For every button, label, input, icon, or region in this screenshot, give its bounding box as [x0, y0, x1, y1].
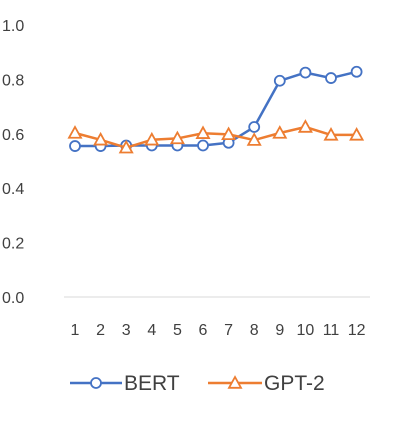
data-point [69, 140, 81, 152]
x-tick-label: 6 [199, 322, 208, 339]
y-tick-label: 0.0 [2, 290, 24, 307]
data-point [350, 65, 363, 78]
triangle-marker [323, 127, 339, 141]
data-point [144, 131, 160, 146]
triangle-marker [195, 125, 211, 139]
x-tick-label: 11 [323, 322, 340, 339]
triangle-marker [246, 132, 262, 146]
circle-marker [350, 65, 363, 78]
x-tick-label: 3 [122, 322, 131, 339]
legend-label: BERT [124, 372, 180, 395]
triangle-marker [169, 130, 185, 145]
triangle-marker [221, 126, 237, 141]
y-tick-label: 0.6 [2, 127, 24, 144]
data-point [299, 66, 312, 79]
triangle-marker [227, 375, 243, 389]
triangle-marker [118, 139, 134, 154]
triangle-marker [67, 125, 83, 139]
series-gpt-2 [67, 119, 365, 154]
x-tick-label: 7 [224, 322, 233, 339]
data-point [195, 125, 211, 139]
x-tick-label: 1 [71, 322, 80, 339]
legend-item-gpt-2: GPT-2 [208, 372, 325, 395]
triangle-marker [349, 127, 365, 141]
data-point [325, 72, 337, 84]
data-point [273, 74, 286, 87]
circle-marker [273, 74, 286, 87]
circle-marker [90, 377, 102, 389]
x-tick-label: 5 [173, 322, 182, 339]
circle-marker [325, 72, 337, 84]
data-point [272, 125, 288, 139]
triangle-marker [144, 131, 160, 146]
x-tick-label: 2 [96, 322, 105, 339]
series-bert [69, 65, 363, 152]
y-tick-label: 0.8 [2, 72, 24, 89]
y-tick-label: 1.0 [2, 18, 24, 35]
triangle-marker [272, 125, 288, 139]
legend: BERT GPT-2 [70, 372, 325, 395]
y-tick-label: 0.4 [2, 181, 24, 198]
triangle-marker [93, 131, 109, 146]
data-point [221, 126, 237, 141]
legend-label: GPT-2 [264, 372, 325, 395]
legend-item-bert: BERT [70, 372, 180, 395]
data-point [246, 132, 262, 146]
data-point [349, 127, 365, 141]
circle-marker [299, 66, 312, 79]
circle-marker [69, 140, 81, 152]
data-point [169, 130, 185, 145]
x-tick-label: 9 [275, 322, 284, 339]
x-tick-label: 4 [147, 322, 156, 339]
data-point [118, 139, 134, 154]
data-point [323, 127, 339, 141]
axis-layer: 0.00.20.40.60.81.01 2 3 4 5 6 7 8 9 10 11 12 [2, 18, 370, 339]
x-tick-label: 8 [250, 322, 259, 339]
y-tick-label: 0.2 [2, 236, 24, 253]
data-point [93, 131, 109, 146]
x-tick-label: 12 [348, 322, 366, 339]
data-point [67, 125, 83, 139]
triangle-marker [297, 119, 313, 133]
x-tick-label: 10 [297, 322, 315, 339]
series-layer [67, 65, 365, 154]
data-point [297, 119, 313, 133]
circle-marker [197, 139, 209, 152]
circle-marker [248, 121, 261, 133]
data-point [197, 139, 209, 152]
data-point [248, 121, 261, 133]
